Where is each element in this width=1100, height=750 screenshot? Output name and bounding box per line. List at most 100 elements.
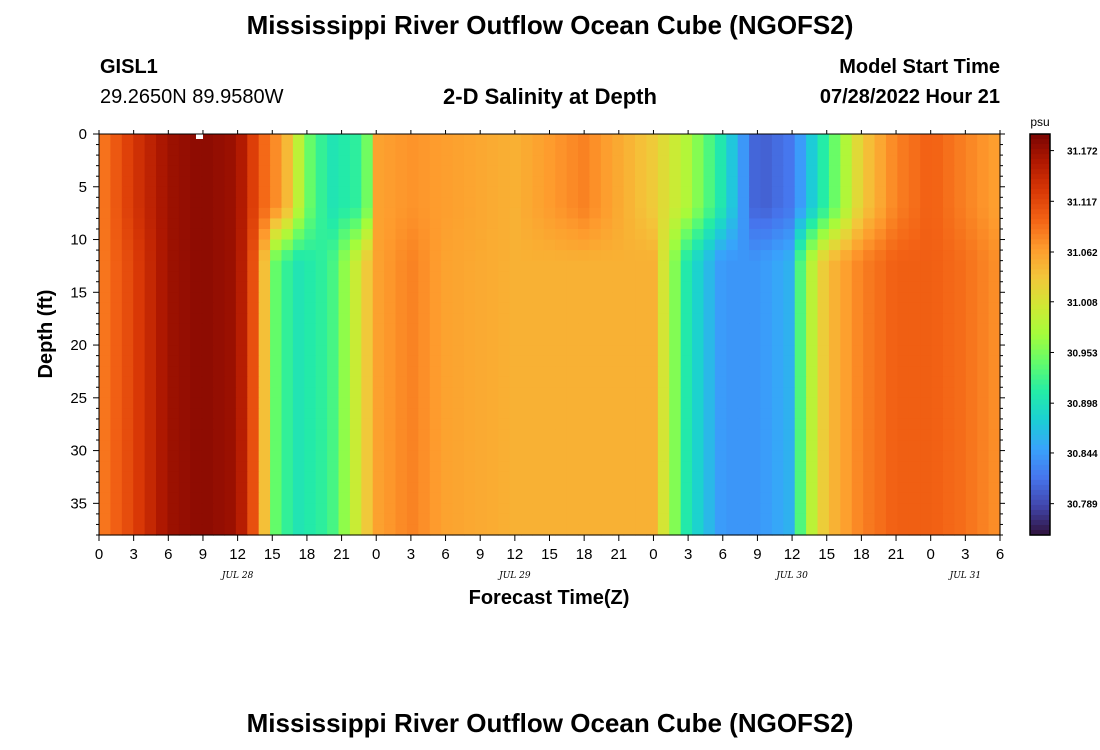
heatmap-cell bbox=[190, 250, 203, 262]
heatmap-cell bbox=[828, 292, 841, 304]
heatmap-cell bbox=[851, 176, 864, 188]
heatmap-cell bbox=[589, 450, 602, 462]
heatmap-cell bbox=[486, 461, 499, 473]
heatmap-cell bbox=[566, 176, 579, 188]
heatmap-cell bbox=[600, 250, 613, 262]
heatmap-cell bbox=[349, 207, 362, 220]
heatmap-cell bbox=[384, 397, 397, 409]
heatmap-cell bbox=[806, 155, 819, 167]
heatmap-cell bbox=[133, 197, 146, 209]
heatmap-cell bbox=[612, 345, 625, 357]
colorbar-step bbox=[1030, 179, 1050, 185]
heatmap-cell bbox=[475, 250, 488, 262]
heatmap-cell bbox=[726, 387, 739, 399]
heatmap-cell bbox=[794, 513, 807, 526]
heatmap-cell bbox=[646, 513, 659, 526]
heatmap-cell bbox=[908, 524, 921, 536]
heatmap-cell bbox=[509, 387, 522, 399]
heatmap-cell bbox=[418, 186, 431, 198]
heatmap-cell bbox=[327, 334, 340, 346]
heatmap-cell bbox=[783, 134, 796, 146]
heatmap-cell bbox=[418, 355, 431, 367]
heatmap-cell bbox=[669, 239, 682, 251]
heatmap-cell bbox=[612, 461, 625, 473]
heatmap-cell bbox=[863, 376, 876, 388]
heatmap-cell bbox=[794, 155, 807, 167]
heatmap-cell bbox=[156, 524, 169, 536]
heatmap-cell bbox=[623, 271, 636, 283]
heatmap-cell bbox=[771, 450, 784, 462]
heatmap-cell bbox=[942, 176, 955, 188]
colorbar-step bbox=[1030, 379, 1050, 386]
heatmap-cell bbox=[327, 397, 340, 409]
heatmap-cell bbox=[361, 165, 374, 177]
heatmap-cell bbox=[327, 292, 340, 304]
heatmap-cell bbox=[167, 366, 180, 378]
heatmap-cell bbox=[851, 334, 864, 346]
heatmap-cell bbox=[954, 186, 967, 198]
heatmap-cell bbox=[828, 250, 841, 262]
heatmap-cell bbox=[623, 250, 636, 262]
heatmap-cell bbox=[361, 471, 374, 483]
heatmap-cell bbox=[669, 418, 682, 431]
heatmap-cell bbox=[304, 250, 317, 262]
heatmap-cell bbox=[920, 397, 933, 409]
heatmap-cell bbox=[475, 461, 488, 473]
heatmap-cell bbox=[635, 239, 648, 251]
heatmap-cell bbox=[190, 165, 203, 177]
heatmap-cell bbox=[110, 461, 123, 473]
heatmap-cell bbox=[110, 292, 123, 304]
heatmap-cell bbox=[760, 228, 773, 241]
heatmap-cell bbox=[908, 397, 921, 409]
heatmap-cell bbox=[201, 429, 214, 441]
heatmap-cell bbox=[532, 450, 545, 462]
heatmap-cell bbox=[167, 302, 180, 314]
heatmap-cell bbox=[475, 450, 488, 462]
heatmap-cell bbox=[851, 302, 864, 314]
heatmap-cell bbox=[760, 355, 773, 367]
heatmap-cell bbox=[144, 313, 157, 325]
heatmap-cell bbox=[338, 302, 351, 314]
heatmap-cell bbox=[623, 165, 636, 177]
heatmap-cell bbox=[635, 482, 648, 494]
heatmap-cell bbox=[304, 513, 317, 526]
heatmap-cell bbox=[589, 471, 602, 483]
x-axis: 0 3 6 9 12 15 18 21 0 3 6 9 12 15 18 21 0 3 6 9 12 15 18 21 0 3 6J… bbox=[95, 130, 1004, 581]
heatmap-cell bbox=[965, 134, 978, 146]
heatmap-cell bbox=[338, 292, 351, 304]
heatmap-cell bbox=[144, 250, 157, 262]
heatmap-cell bbox=[806, 186, 819, 198]
heatmap-cell bbox=[361, 197, 374, 209]
heatmap-cell bbox=[760, 376, 773, 388]
heatmap-cell bbox=[178, 323, 191, 336]
heatmap-cell bbox=[338, 250, 351, 262]
heatmap-cell bbox=[566, 281, 579, 293]
heatmap-cell bbox=[726, 366, 739, 378]
heatmap-cell bbox=[657, 397, 670, 409]
heatmap-cell bbox=[783, 503, 796, 515]
heatmap-cell bbox=[657, 524, 670, 536]
heatmap-cell bbox=[806, 313, 819, 325]
heatmap-cell bbox=[452, 524, 465, 536]
heatmap-cell bbox=[429, 250, 442, 262]
heatmap-cell bbox=[372, 355, 385, 367]
heatmap-cell bbox=[372, 271, 385, 283]
heatmap-cell bbox=[532, 408, 545, 420]
heatmap-cell bbox=[258, 260, 271, 272]
heatmap-cell bbox=[486, 345, 499, 357]
heatmap-cell bbox=[783, 397, 796, 409]
heatmap-cell bbox=[578, 492, 591, 504]
heatmap-cell bbox=[110, 471, 123, 483]
heatmap-cell bbox=[726, 492, 739, 504]
heatmap-cell bbox=[281, 292, 294, 304]
heatmap-cell bbox=[988, 218, 1001, 230]
heatmap-cell bbox=[623, 524, 636, 536]
colorbar-step bbox=[1030, 164, 1050, 170]
heatmap-cell bbox=[908, 186, 921, 198]
heatmap-cell bbox=[224, 302, 237, 314]
heatmap-cell bbox=[520, 292, 533, 304]
heatmap-cell bbox=[749, 492, 762, 504]
heatmap-cell bbox=[794, 323, 807, 336]
heatmap-cell bbox=[463, 144, 476, 156]
heatmap-cell bbox=[600, 461, 613, 473]
